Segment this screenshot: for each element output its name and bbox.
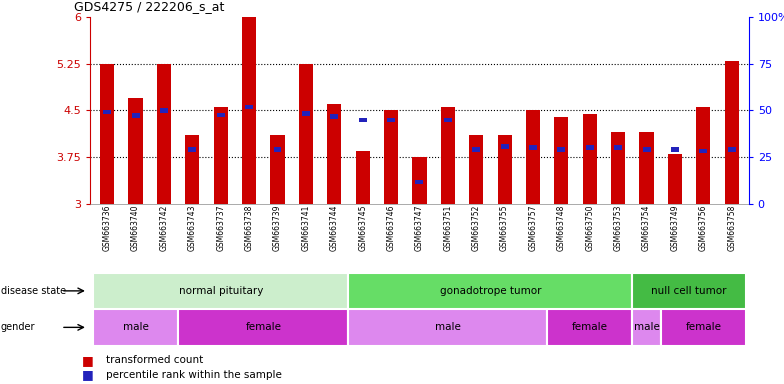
Bar bbox=[348, 273, 633, 309]
Bar bbox=[129, 98, 143, 204]
Bar bbox=[472, 147, 480, 152]
Text: disease state: disease state bbox=[1, 286, 66, 296]
Bar bbox=[93, 309, 178, 346]
Bar bbox=[724, 61, 739, 204]
Bar bbox=[387, 118, 395, 122]
Bar bbox=[356, 151, 370, 204]
Bar bbox=[216, 113, 225, 117]
Text: female: female bbox=[245, 322, 281, 333]
Bar bbox=[557, 147, 565, 152]
Bar bbox=[668, 154, 682, 204]
Bar bbox=[699, 149, 707, 153]
Text: transformed count: transformed count bbox=[106, 355, 203, 365]
Bar bbox=[586, 146, 593, 150]
Bar bbox=[330, 114, 338, 119]
Bar bbox=[213, 107, 228, 204]
Bar bbox=[661, 309, 746, 346]
Text: female: female bbox=[685, 322, 721, 333]
Bar bbox=[245, 104, 253, 109]
Bar bbox=[242, 17, 256, 204]
Bar bbox=[633, 273, 746, 309]
Text: female: female bbox=[572, 322, 608, 333]
Text: male: male bbox=[435, 322, 461, 333]
Text: ■: ■ bbox=[82, 354, 94, 367]
Bar bbox=[274, 147, 281, 152]
Bar bbox=[671, 147, 679, 152]
Bar bbox=[359, 118, 367, 122]
Bar bbox=[583, 114, 597, 204]
Bar bbox=[160, 108, 168, 113]
Bar bbox=[633, 309, 661, 346]
Bar bbox=[529, 146, 537, 150]
Bar bbox=[302, 111, 310, 116]
Bar bbox=[348, 309, 547, 346]
Bar bbox=[299, 64, 313, 204]
Bar bbox=[696, 107, 710, 204]
Text: gonadotrope tumor: gonadotrope tumor bbox=[440, 286, 541, 296]
Bar bbox=[132, 113, 140, 118]
Bar bbox=[547, 309, 633, 346]
Text: null cell tumor: null cell tumor bbox=[652, 286, 727, 296]
Bar bbox=[614, 146, 622, 150]
Bar bbox=[384, 111, 398, 204]
Bar bbox=[412, 157, 426, 204]
Bar bbox=[501, 144, 509, 149]
Text: gender: gender bbox=[1, 322, 35, 333]
Bar bbox=[100, 64, 114, 204]
Text: normal pituitary: normal pituitary bbox=[179, 286, 263, 296]
Bar bbox=[103, 110, 111, 114]
Text: GDS4275 / 222206_s_at: GDS4275 / 222206_s_at bbox=[74, 0, 225, 13]
Bar bbox=[643, 147, 651, 152]
Text: ■: ■ bbox=[82, 368, 94, 381]
Bar bbox=[416, 180, 423, 184]
Bar bbox=[554, 117, 568, 204]
Bar bbox=[185, 135, 199, 204]
Bar bbox=[498, 135, 512, 204]
Text: male: male bbox=[633, 322, 659, 333]
Bar bbox=[469, 135, 483, 204]
Text: male: male bbox=[122, 322, 148, 333]
Bar bbox=[178, 309, 348, 346]
Bar bbox=[188, 147, 196, 152]
Bar bbox=[728, 147, 735, 152]
Bar bbox=[157, 64, 171, 204]
Bar bbox=[526, 111, 540, 204]
Bar bbox=[270, 135, 285, 204]
Bar bbox=[441, 107, 455, 204]
Bar bbox=[611, 132, 626, 204]
Bar bbox=[640, 132, 654, 204]
Text: percentile rank within the sample: percentile rank within the sample bbox=[106, 370, 281, 380]
Bar bbox=[444, 118, 452, 122]
Bar bbox=[327, 104, 341, 204]
Bar bbox=[93, 273, 348, 309]
